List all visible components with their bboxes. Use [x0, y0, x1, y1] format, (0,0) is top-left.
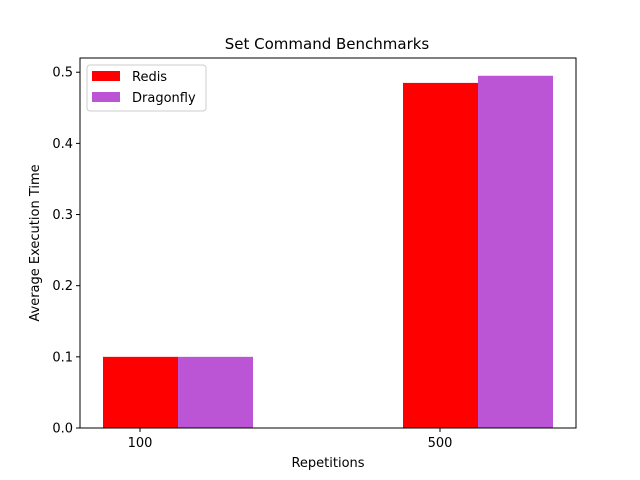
bar-redis-100: [103, 356, 178, 428]
x-tick-label: 500: [428, 436, 453, 451]
legend: Redis Dragonfly: [86, 64, 207, 112]
legend-label-redis: Redis: [132, 70, 167, 85]
y-tick-label: 0.5: [52, 66, 73, 81]
y-tick-label: 0.3: [52, 208, 73, 223]
y-tick-label: 0.0: [52, 422, 73, 437]
y-tick-label: 0.1: [52, 350, 73, 365]
chart-title: Set Command Benchmarks: [225, 35, 430, 53]
y-tick-label: 0.2: [52, 279, 73, 294]
bar-dragonfly-500: [478, 75, 553, 429]
bars-group: [103, 75, 553, 429]
x-tick-label: 100: [128, 436, 153, 451]
y-tick-label: 0.4: [52, 137, 73, 152]
plot-frame: [79, 57, 577, 429]
legend-label-dragonfly: Dragonfly: [132, 91, 196, 106]
bar-dragonfly-100: [178, 356, 253, 428]
x-axis-label: Repetitions: [291, 456, 364, 471]
bar-redis-500: [403, 82, 478, 429]
y-axis-label: Average Execution Time: [28, 164, 43, 321]
x-axis: 100 500: [128, 428, 453, 451]
legend-swatch-redis: [92, 71, 120, 81]
y-axis: 0.0 0.1 0.2 0.3 0.4 0.5: [52, 66, 80, 437]
legend-swatch-dragonfly: [92, 92, 120, 102]
